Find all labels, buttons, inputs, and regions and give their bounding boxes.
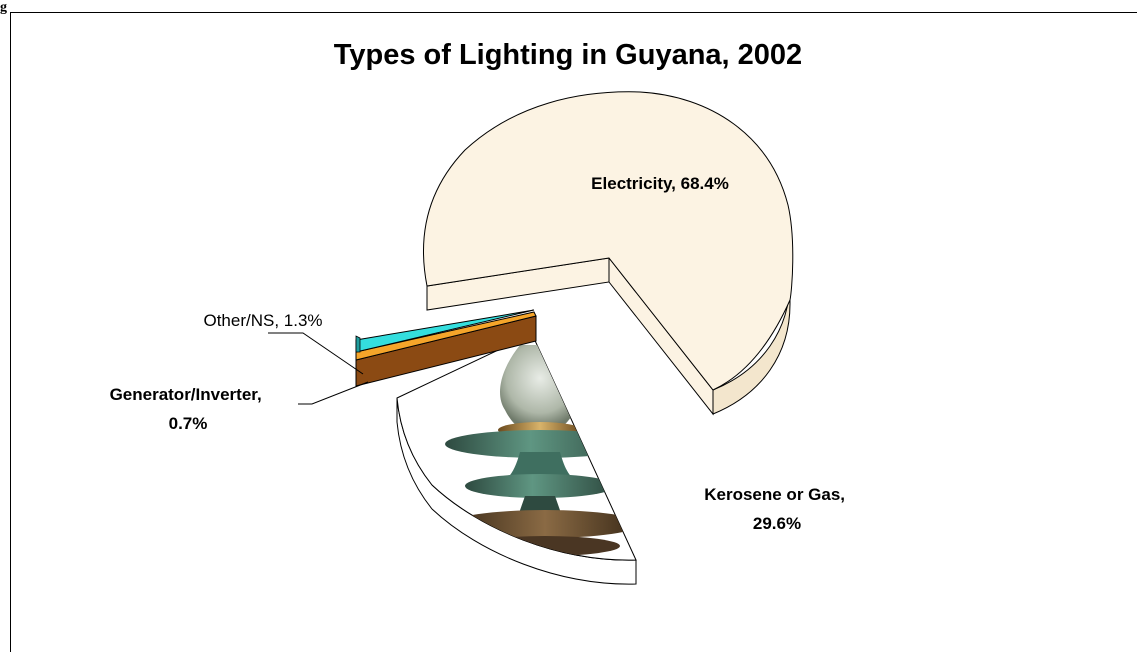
leader-generator	[298, 381, 369, 405]
label-kerosene-line2: 29.6%	[753, 514, 801, 533]
slice-generator	[355, 311, 537, 387]
slice-kerosene	[396, 333, 637, 585]
chart-title: Types of Lighting in Guyana, 2002	[334, 39, 802, 71]
label-generator: Generator/Inverter, 0.7%	[110, 385, 267, 433]
leader-other	[268, 332, 364, 375]
slice-generator-top	[355, 311, 537, 361]
slice-other	[355, 309, 535, 353]
slice-other-edge	[355, 335, 361, 353]
label-kerosene-line1: Kerosene or Gas,	[704, 485, 845, 504]
label-kerosene: Kerosene or Gas, 29.6%	[704, 485, 850, 533]
label-other: Other/NS, 1.3%	[203, 311, 322, 330]
slice-electricity-rim	[712, 279, 791, 415]
chart-frame	[10, 12, 1137, 652]
label-generator-line1: Generator/Inverter,	[110, 385, 262, 404]
figure-label: g	[0, 0, 7, 15]
label-generator-line2: 0.7%	[169, 414, 208, 433]
label-electricity: Electricity, 68.4%	[591, 174, 729, 193]
slice-electricity-top	[423, 91, 794, 391]
pie-chart: Types of Lighting in Guyana, 2002	[110, 39, 850, 585]
slice-electricity	[423, 91, 794, 416]
